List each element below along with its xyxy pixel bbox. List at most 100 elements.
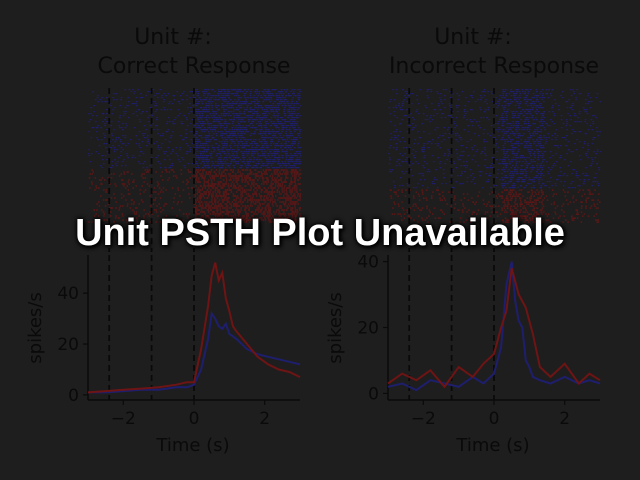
raster-spike xyxy=(490,125,493,127)
raster-spike xyxy=(237,149,239,151)
raster-spike xyxy=(196,175,198,177)
raster-spike xyxy=(279,91,281,93)
raster-spike xyxy=(116,161,119,163)
raster-spike xyxy=(206,181,209,183)
raster-spike xyxy=(144,169,147,171)
raster-spike xyxy=(211,101,214,103)
raster-spike xyxy=(227,153,230,155)
raster-spike xyxy=(197,155,199,157)
raster-spike xyxy=(569,115,572,117)
raster-spike xyxy=(177,109,180,111)
raster-spike xyxy=(282,165,285,167)
raster-spike xyxy=(185,143,188,145)
raster-spike xyxy=(236,89,238,91)
raster-spike xyxy=(499,99,501,101)
raster-spike xyxy=(299,199,301,201)
raster-spike xyxy=(263,93,265,95)
raster-spike xyxy=(276,169,279,171)
raster-spike xyxy=(535,107,537,109)
raster-spike xyxy=(275,179,278,181)
raster-spike xyxy=(238,137,241,139)
raster-spike xyxy=(292,155,295,157)
raster-spike xyxy=(219,123,222,125)
raster-spike xyxy=(261,173,264,175)
raster-spike xyxy=(249,195,252,197)
raster-spike xyxy=(470,109,472,111)
raster-spike xyxy=(292,159,294,161)
raster-spike xyxy=(211,195,213,197)
raster-title-line1-left: Unit #: xyxy=(134,25,212,50)
raster-spike xyxy=(299,147,302,149)
raster-spike xyxy=(282,221,284,223)
raster-spike xyxy=(293,95,295,97)
raster-spike xyxy=(421,123,424,125)
raster-spike xyxy=(536,91,538,93)
raster-spike xyxy=(245,179,247,181)
raster-spike xyxy=(96,97,99,99)
raster-spike xyxy=(395,105,397,107)
raster-spike xyxy=(265,123,267,125)
raster-spike xyxy=(545,123,547,125)
raster-spike xyxy=(206,157,208,159)
raster-spike xyxy=(208,101,210,103)
raster-spike xyxy=(297,147,300,149)
raster-spike xyxy=(269,175,271,177)
raster-spike xyxy=(232,89,234,91)
raster-spike xyxy=(141,111,144,113)
raster-spike xyxy=(192,97,195,99)
raster-spike xyxy=(225,205,228,207)
raster-spike xyxy=(224,97,226,99)
raster-spike xyxy=(236,203,238,205)
raster-spike xyxy=(212,137,214,139)
raster-spike xyxy=(209,207,212,209)
raster-spike xyxy=(230,161,233,163)
raster-spike xyxy=(526,101,528,103)
raster-spike xyxy=(263,143,266,145)
raster-spike xyxy=(560,127,563,129)
raster-spike xyxy=(241,161,243,163)
raster-spike xyxy=(111,207,113,209)
raster-spike xyxy=(520,119,522,121)
raster-spike xyxy=(281,161,283,163)
raster-spike xyxy=(484,109,487,111)
raster-spike xyxy=(553,115,556,117)
raster-spike xyxy=(237,127,240,129)
raster-spike xyxy=(165,151,167,153)
raster-spike xyxy=(264,121,267,123)
raster-spike xyxy=(246,201,249,203)
raster-spike xyxy=(293,141,295,143)
raster-spike xyxy=(283,139,285,141)
raster-spike xyxy=(290,177,293,179)
raster-spike xyxy=(157,215,159,217)
raster-spike xyxy=(201,117,203,119)
raster-spike xyxy=(199,151,202,153)
raster-spike xyxy=(280,205,282,207)
raster-spike xyxy=(111,113,113,115)
raster-spike xyxy=(298,219,300,221)
raster-spike xyxy=(252,193,254,195)
raster-spike xyxy=(156,119,158,121)
raster-spike xyxy=(233,183,235,185)
raster-spike xyxy=(197,165,199,167)
raster-spike xyxy=(526,89,528,91)
raster-spike xyxy=(203,161,205,163)
raster-spike xyxy=(173,197,175,199)
raster-spike xyxy=(434,109,437,111)
raster-spike xyxy=(271,89,273,91)
raster-spike xyxy=(114,197,116,199)
raster-spike xyxy=(239,127,242,129)
raster-spike xyxy=(215,121,217,123)
raster-spike xyxy=(466,119,468,121)
raster-spike xyxy=(104,205,107,207)
raster-spike xyxy=(502,95,504,97)
raster-spike xyxy=(278,155,280,157)
raster-spike xyxy=(245,151,248,153)
raster-spike xyxy=(128,101,130,103)
raster-spike xyxy=(259,203,262,205)
raster-spike xyxy=(259,155,262,157)
raster-spike xyxy=(576,121,578,123)
raster-spike xyxy=(230,179,232,181)
raster-spike xyxy=(275,183,277,185)
raster-spike xyxy=(154,111,157,113)
raster-spike xyxy=(239,211,241,213)
